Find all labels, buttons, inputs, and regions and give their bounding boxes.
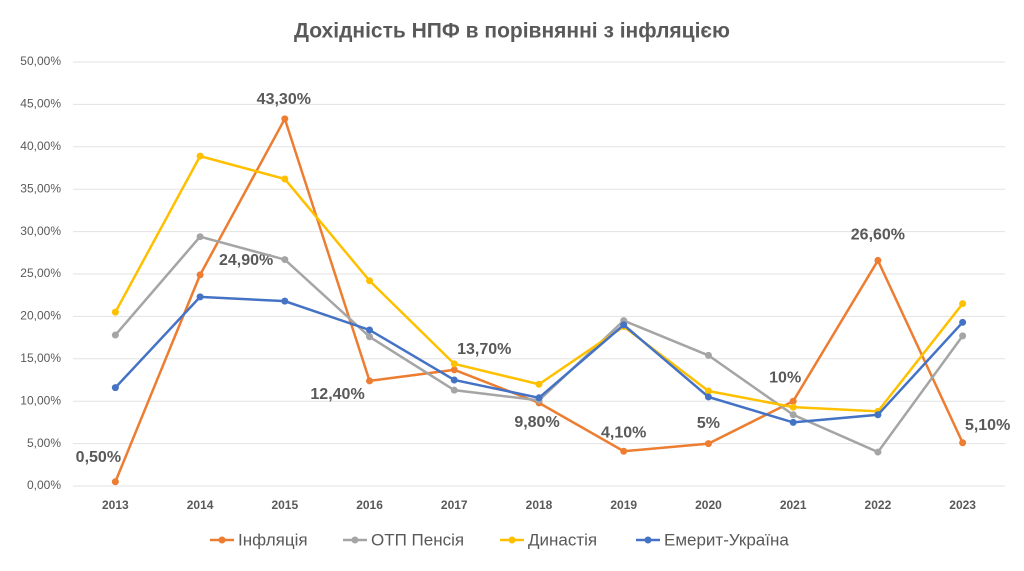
point — [450, 376, 458, 384]
point — [789, 418, 797, 426]
legend-marker — [508, 536, 516, 544]
y-tick-label: 20,00% — [20, 309, 61, 323]
x-tick-label: 2023 — [949, 498, 976, 512]
data-label: 0,50% — [76, 449, 121, 466]
point — [111, 384, 119, 392]
point — [535, 380, 543, 388]
legend-label: Династія — [528, 530, 597, 549]
x-tick-label: 2019 — [610, 498, 637, 512]
point — [196, 271, 204, 279]
point — [620, 321, 628, 329]
y-tick-label: 10,00% — [20, 393, 61, 407]
y-tick-label: 0,00% — [27, 478, 61, 492]
x-tick-label: 2022 — [865, 498, 892, 512]
data-label: 12,40% — [310, 386, 364, 403]
data-label: 13,70% — [457, 341, 511, 358]
y-tick-label: 25,00% — [20, 266, 61, 280]
data-label: 26,60% — [851, 227, 905, 244]
point — [874, 256, 882, 264]
point — [366, 326, 374, 334]
point — [959, 300, 967, 308]
point — [704, 440, 712, 448]
point — [281, 115, 289, 123]
x-tick-label: 2017 — [441, 498, 468, 512]
data-label: 4,10% — [601, 424, 646, 441]
point — [874, 411, 882, 419]
x-tick-label: 2020 — [695, 498, 722, 512]
data-label: 24,90% — [219, 252, 273, 269]
point — [874, 448, 882, 456]
data-label: 5,10% — [965, 417, 1010, 434]
point — [789, 411, 797, 419]
point — [366, 333, 374, 341]
point — [281, 297, 289, 305]
y-tick-label: 15,00% — [20, 351, 61, 365]
point — [959, 332, 967, 340]
point — [535, 394, 543, 402]
data-label: 43,30% — [257, 91, 311, 108]
point — [196, 233, 204, 241]
y-tick-label: 30,00% — [20, 224, 61, 238]
point — [959, 318, 967, 326]
point — [959, 439, 967, 447]
legend-marker — [218, 536, 226, 544]
x-tick-label: 2014 — [187, 498, 214, 512]
point — [450, 360, 458, 368]
x-tick-label: 2021 — [780, 498, 807, 512]
point — [281, 175, 289, 183]
y-tick-label: 50,00% — [20, 54, 61, 68]
point — [620, 447, 628, 455]
point — [111, 478, 119, 486]
x-tick-label: 2015 — [271, 498, 298, 512]
data-label: 10% — [769, 369, 801, 386]
y-tick-label: 5,00% — [27, 436, 61, 450]
legend-label: ОТП Пенсія — [371, 530, 464, 549]
legend-label: Емерит-Україна — [664, 530, 789, 549]
point — [111, 331, 119, 339]
legend-marker — [644, 536, 652, 544]
point — [704, 351, 712, 359]
x-tick-label: 2013 — [102, 498, 129, 512]
point — [789, 397, 797, 405]
point — [366, 377, 374, 385]
x-tick-label: 2016 — [356, 498, 383, 512]
point — [366, 277, 374, 285]
y-tick-label: 45,00% — [20, 97, 61, 111]
data-label: 5% — [697, 415, 720, 432]
x-tick-label: 2018 — [526, 498, 553, 512]
point — [196, 293, 204, 301]
point — [704, 393, 712, 401]
point — [704, 387, 712, 395]
y-tick-label: 35,00% — [20, 181, 61, 195]
chart-title: Дохідність НПФ в порівнянні з інфляцією — [294, 20, 730, 43]
point — [450, 366, 458, 374]
point — [111, 308, 119, 316]
legend-label: Інфляція — [238, 530, 308, 549]
point — [450, 386, 458, 394]
point — [196, 152, 204, 160]
point — [789, 403, 797, 411]
point — [281, 256, 289, 264]
legend-marker — [351, 536, 359, 544]
data-label: 9,80% — [514, 414, 559, 431]
y-tick-label: 40,00% — [20, 139, 61, 153]
